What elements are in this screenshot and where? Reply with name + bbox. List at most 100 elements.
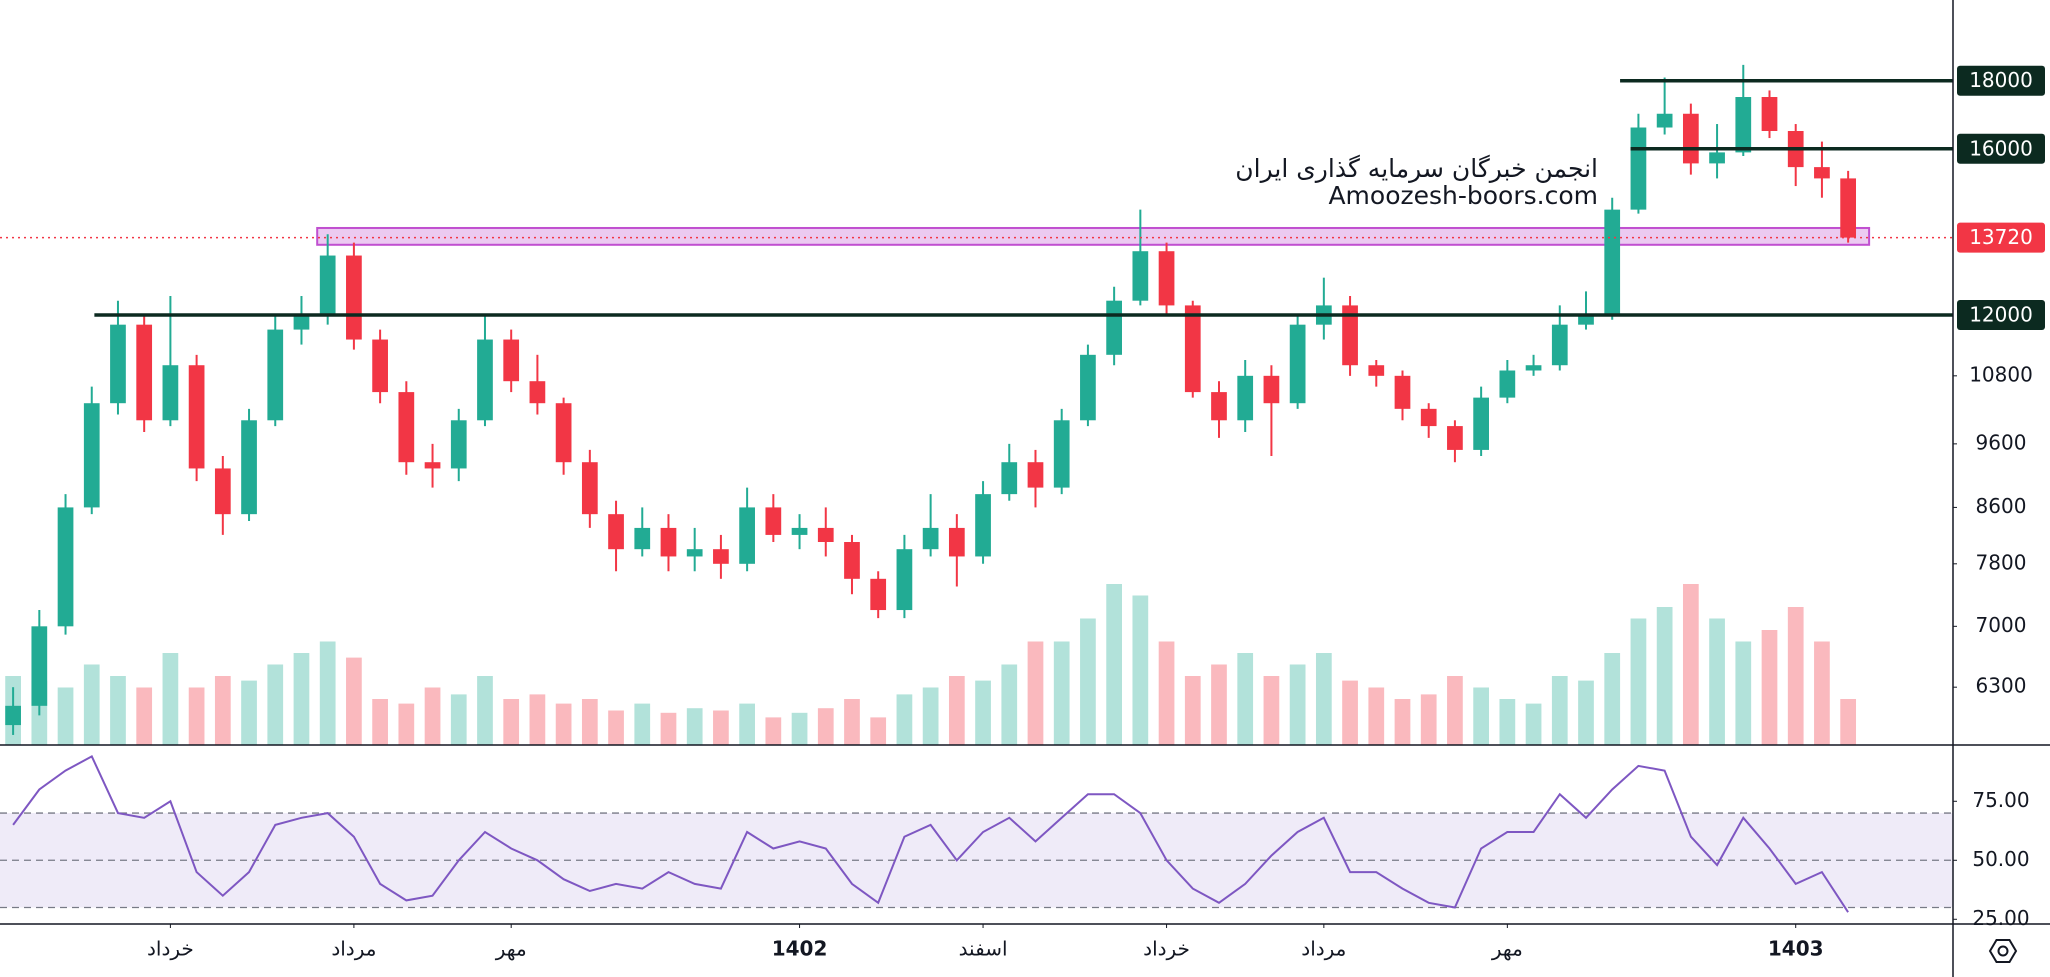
- candle-body: [162, 365, 179, 421]
- volume-bar: [1394, 699, 1411, 745]
- volume-bar: [1709, 618, 1725, 745]
- rsi-line: [12, 755, 1849, 913]
- volume-bar: [372, 699, 388, 745]
- candle-body: [660, 527, 677, 557]
- candle-body: [1132, 251, 1149, 301]
- volume-bar: [1761, 630, 1778, 745]
- candle-body: [581, 462, 598, 515]
- volume-bar: [1735, 641, 1752, 745]
- last-price-box: [1957, 222, 2045, 253]
- rsi-tick-label: 75.00: [1972, 788, 2029, 812]
- candle-body: [1840, 178, 1857, 238]
- volume-bar: [1420, 694, 1437, 745]
- volume-bar: [450, 694, 467, 745]
- volume-bar: [581, 699, 598, 745]
- volume-bar: [1027, 641, 1044, 745]
- y-tick-label: 6300: [1976, 674, 2027, 698]
- annotation: انجمن خبرگان سرمایه گذاری ایران: [1235, 154, 1598, 183]
- candle-body: [267, 329, 284, 421]
- volume-bar: [503, 699, 520, 745]
- zone: [316, 226, 1871, 246]
- x-tick-label: مرداد: [331, 937, 376, 961]
- candle-body: [424, 462, 441, 469]
- volume-bar: [1787, 607, 1804, 745]
- volume-bar: [1682, 584, 1699, 745]
- volume-bar: [319, 641, 336, 745]
- volume-bar: [214, 676, 231, 745]
- last-price-label: 13720: [1969, 225, 2033, 249]
- volume-bar: [844, 699, 860, 745]
- candle-body: [634, 527, 651, 550]
- volume-bar: [1473, 687, 1489, 745]
- volume-bar: [791, 712, 808, 745]
- candle-body: [1368, 365, 1385, 376]
- volume-bar: [1211, 664, 1227, 745]
- candle-body: [739, 507, 755, 564]
- y-tick-label: 7800: [1976, 550, 2027, 574]
- volume-bar: [922, 687, 939, 745]
- candle-body: [1551, 324, 1568, 366]
- candle-body: [1158, 251, 1175, 306]
- x-tick-label: اسفند: [959, 937, 1008, 961]
- candle-body: [791, 527, 808, 535]
- volume-bar: [1656, 607, 1673, 745]
- candle-body: [896, 549, 913, 611]
- volume-bar: [110, 676, 126, 745]
- candle-body: [1184, 305, 1201, 393]
- candle-body: [503, 339, 520, 382]
- candle-body: [1656, 113, 1673, 128]
- rsi-tick-label: 25.00: [1972, 906, 2029, 930]
- candle-body: [83, 403, 100, 508]
- volume-bar: [1263, 676, 1280, 745]
- level-label-box: [1957, 133, 2045, 164]
- volume-bar: [1814, 641, 1830, 745]
- candle-body: [870, 578, 887, 611]
- settings-icon[interactable]: [1988, 939, 2018, 963]
- volume-bar: [1132, 595, 1149, 745]
- candle-body: [319, 255, 336, 315]
- volume-bar: [267, 664, 284, 745]
- volume-bar: [424, 687, 441, 745]
- candle-body: [922, 527, 939, 550]
- candle-body: [241, 420, 257, 515]
- volume-bar: [398, 703, 415, 745]
- volume-bar: [1315, 653, 1332, 745]
- volume-bar: [1578, 680, 1594, 745]
- candle-body: [1342, 305, 1358, 366]
- volume-bar: [83, 664, 100, 745]
- candle-body: [1735, 97, 1752, 153]
- volume-bar: [1342, 680, 1358, 745]
- volume-bar: [477, 676, 493, 745]
- level-label: 18000: [1969, 68, 2033, 92]
- volume-bar: [1499, 699, 1516, 745]
- candle-body: [608, 514, 624, 550]
- volume-bar: [870, 717, 887, 745]
- volume-bar: [1001, 664, 1018, 745]
- volume-bar: [608, 710, 624, 745]
- x-tick-label: مهر: [495, 937, 527, 961]
- x-tick-label: خرداد: [1143, 937, 1190, 961]
- x-tick-label: 1403: [1768, 937, 1824, 961]
- candle-body: [1814, 167, 1830, 179]
- x-tick-label: 1402: [772, 937, 828, 961]
- volume-bar: [136, 687, 153, 745]
- level-label: 16000: [1969, 136, 2033, 160]
- candle-body: [1237, 375, 1254, 421]
- volume-bar: [686, 708, 703, 745]
- volume-bar: [1184, 676, 1201, 745]
- candle-body: [214, 468, 231, 515]
- volume-bar: [1525, 703, 1542, 745]
- volume-bar: [739, 703, 755, 745]
- volume-bar: [948, 676, 965, 745]
- volume-bar: [555, 703, 572, 745]
- candle-body: [1525, 365, 1542, 371]
- candle-body: [57, 507, 74, 627]
- plot: 18000 16000 12000 10800 9600 8600 7800 7000 6300…: [0, 64, 2045, 961]
- candle-body: [817, 527, 834, 543]
- candle-body: [1263, 375, 1280, 404]
- candle-body: [31, 626, 48, 706]
- candle-body: [398, 392, 415, 463]
- candle-body: [1630, 127, 1647, 210]
- candle-body: [136, 324, 153, 421]
